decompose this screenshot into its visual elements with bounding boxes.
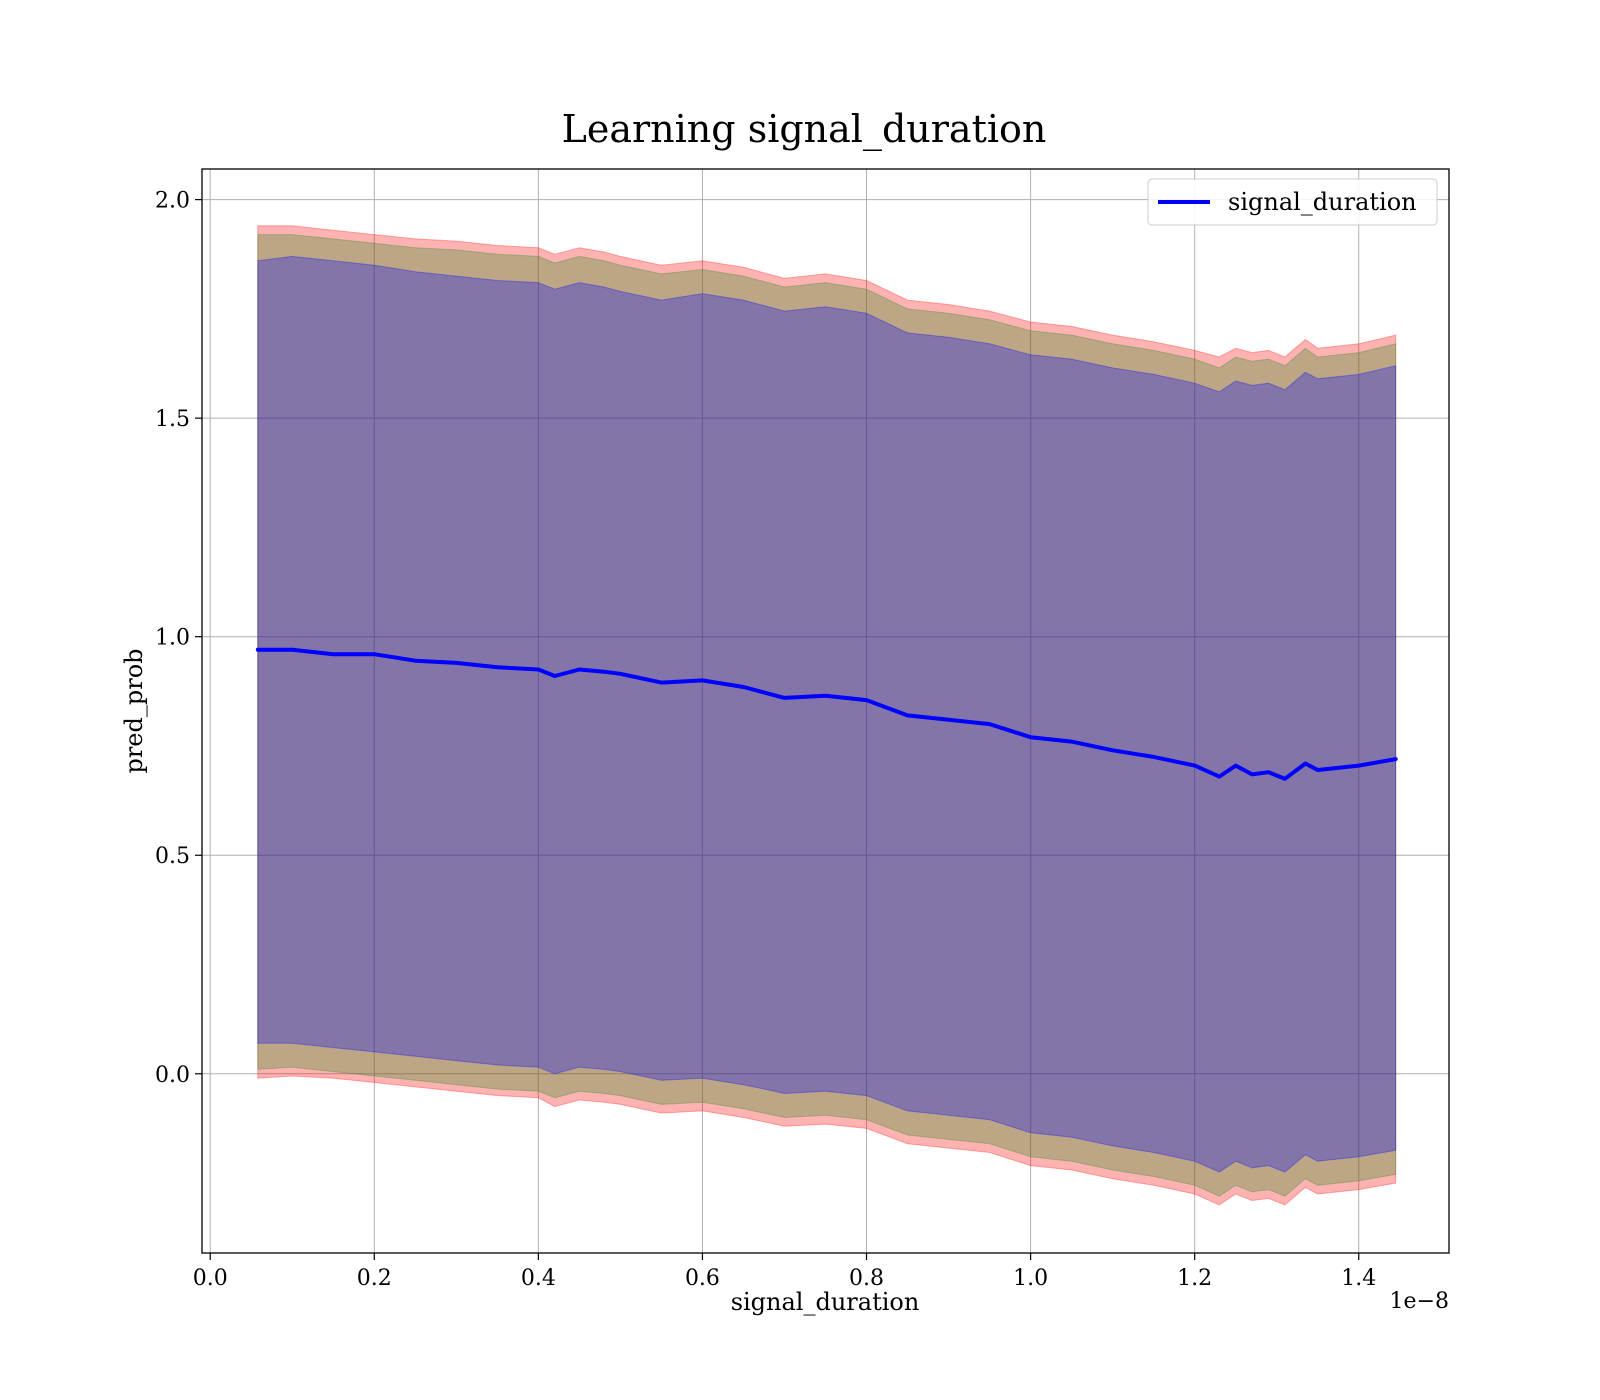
confidence-bands [257,225,1397,1206]
chart-title: Learning signal_duration [562,107,1047,152]
plot-area [202,169,1449,1253]
x-tick-label: 0.2 [357,1266,392,1291]
y-axis-ticks: 0.0 0.5 1.0 1.5 2.0 [155,189,202,1088]
y-tick-label: 1.0 [155,626,190,651]
x-axis-offset-label: 1e−8 [1390,1289,1449,1314]
confidence-band [257,234,1397,1197]
confidence-band [257,255,1397,1173]
x-tick-label: 1.2 [1177,1266,1212,1291]
plot-frame [201,168,1450,1254]
legend-entry-signal-duration: signal_duration [1228,188,1417,216]
x-tick-label: 0.6 [685,1266,720,1291]
series-lines [255,647,1398,781]
legend-box [1147,178,1438,226]
confidence-band [257,225,1397,1206]
x-tick-label: 1.4 [1341,1266,1376,1291]
legend: signal_duration [1147,178,1438,226]
x-tick-label: 1.0 [1013,1266,1048,1291]
y-tick-label: 0.5 [155,844,190,869]
x-axis-label: signal_duration [731,1288,920,1316]
y-tick-label: 1.5 [155,407,190,432]
gridlines [202,169,1449,1253]
y-tick-label: 2.0 [155,189,190,214]
x-tick-label: 0.8 [849,1266,884,1291]
x-tick-label: 0.0 [193,1266,228,1291]
y-tick-label: 0.0 [155,1063,190,1088]
x-axis-ticks: 0.0 0.2 0.4 0.6 0.8 1.0 1.2 1.4 [193,1253,1376,1291]
y-axis-label: pred_prob [120,648,148,773]
x-tick-label: 0.4 [521,1266,556,1291]
series-line-signal-duration [255,647,1398,781]
